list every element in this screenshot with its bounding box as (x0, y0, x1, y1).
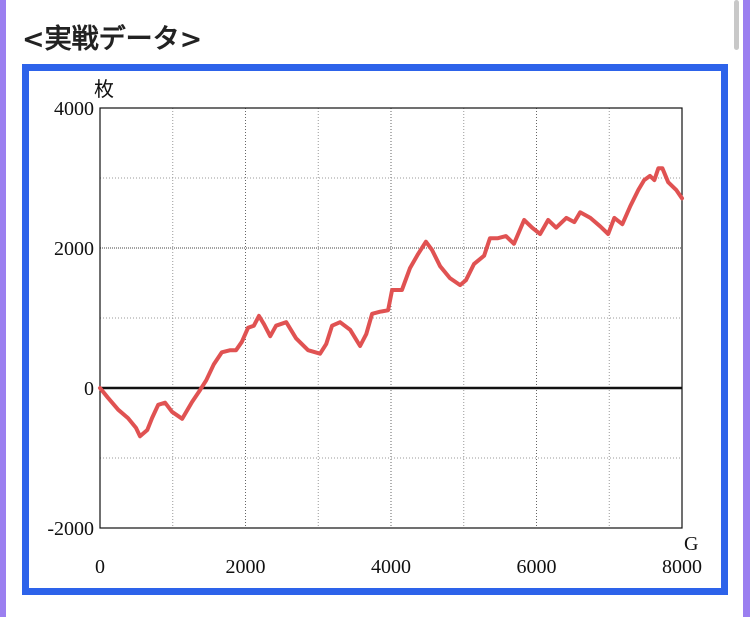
y-tick-label: 2000 (54, 238, 94, 260)
x-tick-label: 4000 (371, 556, 411, 578)
y-tick-label: -2000 (47, 518, 94, 540)
y-axis-label: 枚 (94, 78, 114, 101)
x-axis-label: G (684, 533, 698, 555)
y-tick-label: 0 (84, 378, 94, 400)
plot-frame (99, 107, 683, 529)
chart-frame (22, 64, 728, 595)
section-title: <実戦データ> (22, 23, 202, 55)
x-tick-label: 6000 (517, 556, 557, 578)
x-tick-label: 8000 (662, 556, 702, 578)
y-tick-label: 4000 (54, 98, 94, 120)
left-edge (0, 0, 6, 617)
x-tick-label: 2000 (226, 556, 266, 578)
scrollbar (734, 0, 739, 50)
data-line (98, 166, 684, 439)
x-tick-label: 0 (95, 556, 105, 578)
right-edge (743, 0, 750, 617)
